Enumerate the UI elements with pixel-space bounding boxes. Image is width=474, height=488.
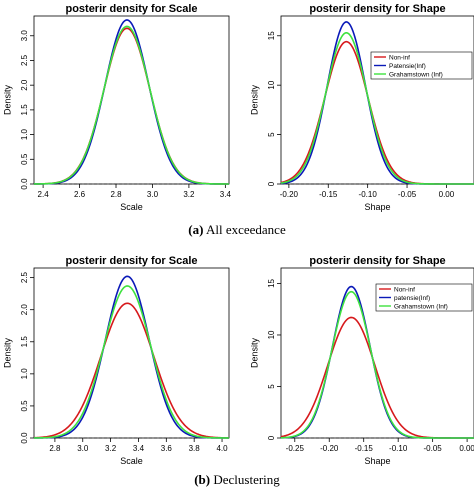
chart3-series-line-2 (34, 275, 229, 439)
chart1-y-tick-label: 1.5 (20, 104, 29, 116)
chart1-y-tick-label: 0.0 (20, 178, 29, 190)
chart2-legend-box (370, 51, 473, 80)
chart4-series-line-3 (280, 290, 474, 439)
chart3-y-tick-label: 2.0 (20, 304, 29, 316)
chart4-y-tick-label: 0 (267, 435, 276, 440)
chart1-series-line-3 (34, 25, 229, 185)
caption-b: (b) Declustering (0, 472, 474, 488)
chart2-y-tick-label: 0 (267, 181, 276, 186)
chart3-x-tick-label: 3.6 (161, 444, 173, 453)
chart4-legend-box (375, 283, 473, 312)
chart3-x-tick-label: 3.0 (77, 444, 89, 453)
chart3-y-label: Density (2, 337, 12, 368)
caption-a-label: (a) (188, 222, 204, 237)
chart1-series-line-2 (34, 19, 229, 185)
chart2-legend-label: Patensie(Inf) (389, 63, 426, 70)
chart1-series-line-1 (33, 27, 229, 185)
chart4-x-tick-label: -0.20 (320, 444, 339, 453)
chart2-x-tick-label: -0.20 (280, 190, 299, 199)
chart4-x-label: Shape (364, 456, 390, 466)
chart4-y-label: Density (249, 337, 259, 368)
chart3-x-tick-label: 4.0 (216, 444, 228, 453)
chart2-y-tick-label: 15 (267, 31, 276, 40)
chart4-y-tick-label: 10 (267, 330, 276, 339)
chart3-y-tick-label: 1.0 (20, 368, 29, 380)
chart3-x-tick-label: 3.2 (105, 444, 117, 453)
chart3-title: posterir density for Scale (65, 255, 197, 267)
chart3-series-line-3 (33, 285, 229, 439)
chart3-y-tick-label: 0.0 (20, 432, 29, 444)
chart2-x-tick-label: 0.00 (439, 190, 455, 199)
chart1-x-tick-label: 2.6 (74, 190, 86, 199)
chart1-x-label: Scale (120, 202, 143, 212)
chart4-y-tick-label: 15 (267, 278, 276, 287)
chart4-y-tick-label: 5 (267, 384, 276, 389)
chart4-x-tick-label: -0.05 (424, 444, 443, 453)
caption-b-text: Declustering (213, 472, 280, 487)
chart2-series-line-2 (280, 21, 474, 185)
chart2-legend-label: Grahamstown (Inf) (389, 72, 443, 79)
chart3-x-tick-label: 3.4 (133, 444, 145, 453)
chart1-x-tick-label: 3.2 (183, 190, 195, 199)
chart4-legend-label: patensie(Inf) (394, 295, 430, 302)
chart2-y-tick-label: 5 (267, 132, 276, 137)
chart2-y-label: Density (249, 84, 259, 115)
chart2-series-line-3 (280, 32, 474, 185)
chart2-title: posterir density for Shape (309, 3, 445, 15)
chart4-x-tick-label: -0.25 (286, 444, 305, 453)
chart4-legend-label: Grahamstown (Inf) (394, 304, 448, 311)
chart1-y-tick-label: 1.0 (20, 128, 29, 140)
chart3-frame (33, 267, 230, 439)
chart2-x-tick-label: -0.05 (398, 190, 417, 199)
chart4-title: posterir density for Shape (309, 255, 445, 267)
chart4-x-tick-label: -0.10 (389, 444, 408, 453)
chart1-x-tick-label: 3.4 (220, 190, 232, 199)
chart3-y-tick-label: 0.5 (20, 400, 29, 412)
chart2-x-label: Shape (364, 202, 390, 212)
chart2-y-tick-label: 10 (267, 80, 276, 89)
chart3-series-line-1 (33, 302, 230, 439)
chart1-title: posterir density for Scale (65, 3, 197, 15)
chart1-y-label: Density (2, 84, 12, 115)
chart1-y-tick-label: 3.0 (20, 30, 29, 42)
chart2-x-tick-label: -0.10 (359, 190, 378, 199)
chart3-x-tick-label: 3.8 (189, 444, 201, 453)
chart2-x-tick-label: -0.15 (319, 190, 338, 199)
chart1-x-tick-label: 2.4 (38, 190, 50, 199)
chart1-x-tick-label: 3.0 (147, 190, 159, 199)
chart3-y-tick-label: 1.5 (20, 336, 29, 348)
caption-a: (a) All exceedance (0, 222, 474, 238)
chart4-x-tick-label: -0.15 (355, 444, 374, 453)
caption-a-text: All exceedance (205, 222, 286, 237)
chart3-y-tick-label: 2.5 (20, 272, 29, 284)
chart3-x-tick-label: 2.8 (49, 444, 61, 453)
chart1-y-tick-label: 2.5 (20, 54, 29, 66)
chart4-x-tick-label: 0.00 (459, 444, 474, 453)
chart1-x-tick-label: 2.8 (110, 190, 122, 199)
chart4-legend-label: Non-inf (394, 287, 415, 294)
chart2-legend-label: Non-inf (389, 55, 410, 62)
caption-b-label: (b) (194, 472, 211, 487)
chart1-frame (33, 15, 230, 185)
chart1-y-tick-label: 0.5 (20, 153, 29, 165)
chart1-y-tick-label: 2.0 (20, 79, 29, 91)
chart3-x-label: Scale (120, 456, 143, 466)
